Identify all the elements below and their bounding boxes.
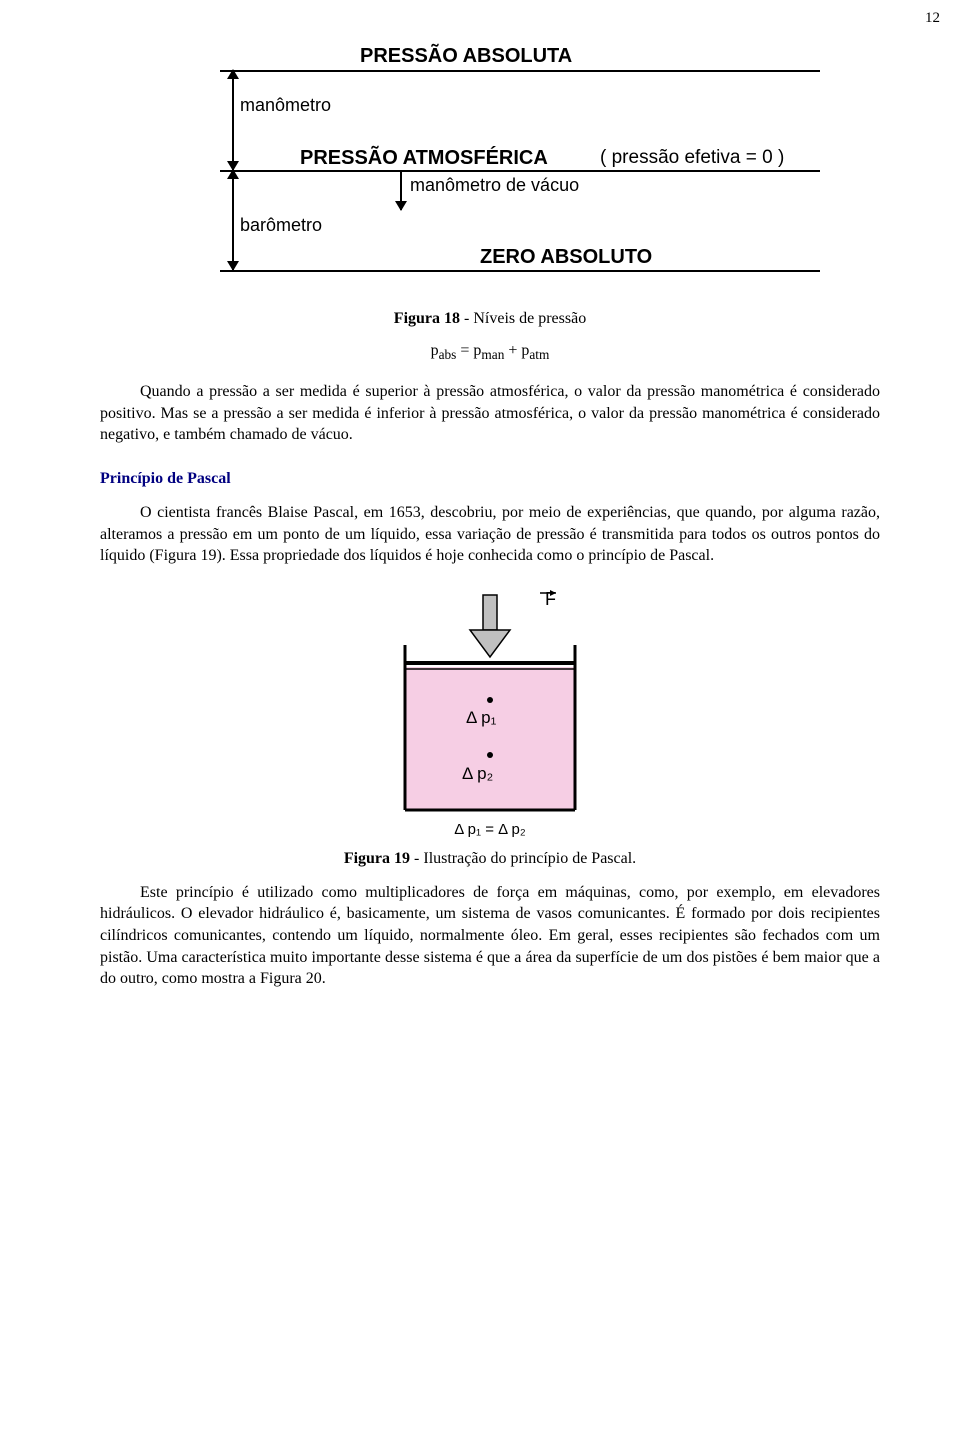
barometer-arrow <box>232 170 234 270</box>
dp1-label: Δ p₁ <box>466 708 497 727</box>
paragraph-3: Este princípio é utilizado como multipli… <box>100 882 880 990</box>
point-p2 <box>487 752 493 758</box>
figure18-caption-bold: Figura 18 <box>394 310 460 327</box>
pressure-levels-diagram: PRESSÃO ABSOLUTA manômetro PRESSÃO ATMOS… <box>100 40 840 290</box>
page-number: 12 <box>925 10 940 27</box>
force-arrow-icon <box>470 595 510 657</box>
figure19-caption: Figura 19 - Ilustração do princípio de P… <box>100 850 880 868</box>
page: 12 PRESSÃO ABSOLUTA manômetro PRESSÃO AT… <box>0 0 960 1046</box>
atmospheric-label: PRESSÃO ATMOSFÉRICA <box>300 147 548 170</box>
point-p1 <box>487 697 493 703</box>
diagram1-bottom-line <box>220 270 820 272</box>
figure19-caption-text: - Ilustração do princípio de Pascal. <box>410 850 636 867</box>
figure18-caption: Figura 18 - Níveis de pressão <box>100 310 880 328</box>
barometer-label: barômetro <box>240 215 322 236</box>
liquid-fill <box>407 667 574 809</box>
section-title-pascal: Princípio de Pascal <box>100 470 880 488</box>
dp2-label: Δ p₂ <box>462 764 493 783</box>
zero-absolute-label: ZERO ABSOLUTO <box>480 246 652 269</box>
diagram1-top-line <box>220 70 820 72</box>
vacuum-arrow <box>400 170 402 210</box>
diagram1-title: PRESSÃO ABSOLUTA <box>360 45 572 68</box>
manometer-arrow <box>232 70 234 170</box>
pascal-diagram: F Δ p₁ Δ p₂ <box>370 585 610 815</box>
manometer-label: manômetro <box>240 95 331 116</box>
paragraph-1: Quando a pressão a ser medida é superior… <box>100 381 880 446</box>
equation-pabs: pabs = pman + patm <box>100 342 880 363</box>
diagram1-mid-line <box>220 170 820 172</box>
figure18-caption-text: - Níveis de pressão <box>460 310 586 327</box>
figure19-caption-bold: Figura 19 <box>344 850 410 867</box>
vacuum-gauge-label: manômetro de vácuo <box>410 175 579 196</box>
paragraph-2: O cientista francês Blaise Pascal, em 16… <box>100 502 880 567</box>
effective-zero-label: ( pressão efetiva = 0 ) <box>600 147 784 169</box>
equation-dp: Δ p₁ = Δ p₂ <box>100 821 880 838</box>
